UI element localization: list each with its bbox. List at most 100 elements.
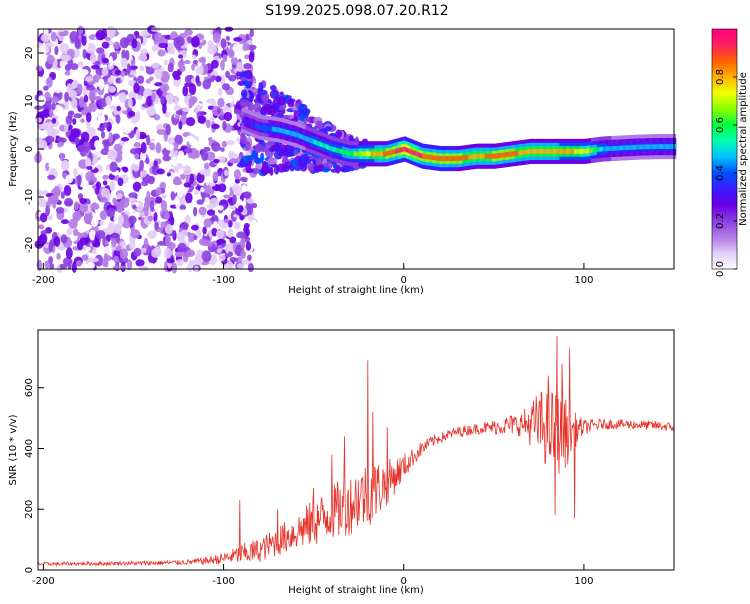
snr-line (37, 336, 674, 567)
spectrogram-cell (175, 110, 184, 116)
spectrogram-cell (258, 82, 264, 92)
spectrogram-cell (152, 164, 157, 172)
spectrogram-cell (215, 75, 222, 83)
x-tick-label: -100 (212, 275, 235, 286)
spectrogram-cell (37, 111, 48, 118)
spectrogram-cell (156, 123, 163, 130)
spectrogram-cell (124, 197, 130, 203)
spectrogram-cell (233, 169, 242, 180)
spectrogram-cell (72, 211, 82, 222)
spectrogram-cell (180, 229, 189, 237)
spectrogram-cell (117, 214, 125, 226)
spectrogram-cell (52, 185, 61, 198)
spectrogram-cell (236, 231, 246, 239)
spectrogram-cell (194, 254, 204, 266)
spectrogram-cell (59, 152, 65, 162)
snr-y-ticks: 0 200 400 600 (24, 378, 44, 573)
spectrogram-cell (242, 92, 248, 98)
spectrogram-cell (315, 123, 323, 130)
spectrogram-cell (109, 180, 116, 192)
spectrogram-cell (178, 120, 183, 130)
spectrogram-cell (196, 199, 205, 205)
spectrogram-cell (65, 247, 73, 260)
spectrogram-cell (133, 247, 142, 257)
spectrogram-cell (138, 188, 144, 201)
spectrogram-cell (225, 70, 230, 79)
spectrogram-cell (239, 99, 250, 107)
spectrogram-x-ticks: -200 -100 0 100 (32, 263, 593, 286)
y-tick-label: 20 (24, 47, 35, 60)
spectrogram-cell (236, 162, 247, 168)
spectrogram-cell (204, 131, 211, 138)
spectrogram-cell (172, 142, 179, 152)
spectrogram-cell (321, 167, 330, 173)
spectrogram-cell (289, 159, 299, 167)
spectrogram-cell (59, 43, 69, 52)
spectrogram-y-ticks: -20 -10 0 10 20 (24, 47, 44, 253)
spectrogram-cell (153, 211, 158, 223)
spectrogram-cell (87, 261, 95, 270)
spectrogram-cell (223, 169, 230, 177)
spectrogram-cell (276, 113, 284, 119)
snr-y-axis-label: SNR (10 * v/v) (8, 414, 19, 485)
spectrogram-cell (149, 76, 154, 82)
spectrogram-cell (135, 128, 141, 141)
spectrogram-cell (92, 184, 97, 190)
spectrogram-cell (242, 42, 250, 51)
spectrogram-cell (61, 159, 70, 171)
spectrogram-y-axis-label: Frequency (Hz) (8, 111, 19, 187)
spectrogram-cell (108, 56, 114, 67)
spectrogram-cell (102, 174, 109, 180)
spectrogram-cell (277, 96, 287, 106)
spectrogram-cell (166, 172, 172, 177)
spectrogram-cell (104, 36, 111, 41)
spectrogram-cell (128, 208, 135, 214)
spectrogram-cell (236, 61, 244, 73)
spectrogram-cell (51, 102, 56, 111)
spectrogram-cell (48, 108, 54, 117)
spectrogram-cell (149, 142, 155, 151)
spectrogram-cell (299, 154, 310, 162)
spectrogram-cell (217, 156, 226, 164)
spectrogram-cell (118, 92, 127, 104)
y-tick-label: 400 (24, 439, 35, 458)
spectrogram-cell (95, 181, 102, 190)
spectrogram-cell (85, 76, 94, 83)
spectrogram-cell (335, 164, 341, 174)
spectrogram-cell (188, 237, 195, 243)
spectrogram-cell (65, 174, 74, 184)
spectrogram-cell (135, 259, 145, 267)
spectrogram-cell (170, 191, 176, 201)
spectrogram-cell (184, 214, 191, 224)
spectrogram-cell (147, 262, 155, 271)
spectrogram-cell (81, 254, 89, 261)
spectrogram-cell (122, 110, 128, 115)
spectrogram-cell (143, 237, 149, 250)
spectrogram-cell (114, 69, 122, 76)
spectrogram-cell (116, 105, 121, 112)
spectrogram-x-axis-label: Height of straight line (km) (288, 285, 424, 296)
spectrogram-cell (79, 198, 87, 204)
spectrogram-cell (179, 97, 184, 109)
spectrogram-cell (79, 232, 89, 238)
spectrogram-cell (198, 206, 207, 216)
spectrogram-cell (286, 144, 292, 151)
spectrogram-cell (82, 48, 87, 59)
spectrogram-cell (49, 194, 59, 204)
spectrogram-cell (203, 218, 213, 228)
spectrogram-cell (209, 217, 218, 222)
spectrogram-cell (201, 250, 212, 263)
spectrogram-cell (109, 161, 118, 173)
spectrogram-cell (200, 56, 207, 64)
spectrogram-cell (183, 182, 192, 188)
spectrogram-cell (46, 76, 53, 88)
spectrogram-cell (215, 42, 221, 48)
spectrogram-cell (64, 122, 69, 133)
spectrogram-cell (139, 65, 145, 72)
spectrogram-cell (167, 42, 175, 55)
spectrogram-cell (220, 74, 226, 87)
x-tick-label: -200 (32, 576, 55, 587)
spectrogram-cell (216, 248, 223, 253)
spectrogram-cell (184, 147, 193, 154)
spectrogram-cell (206, 27, 211, 36)
